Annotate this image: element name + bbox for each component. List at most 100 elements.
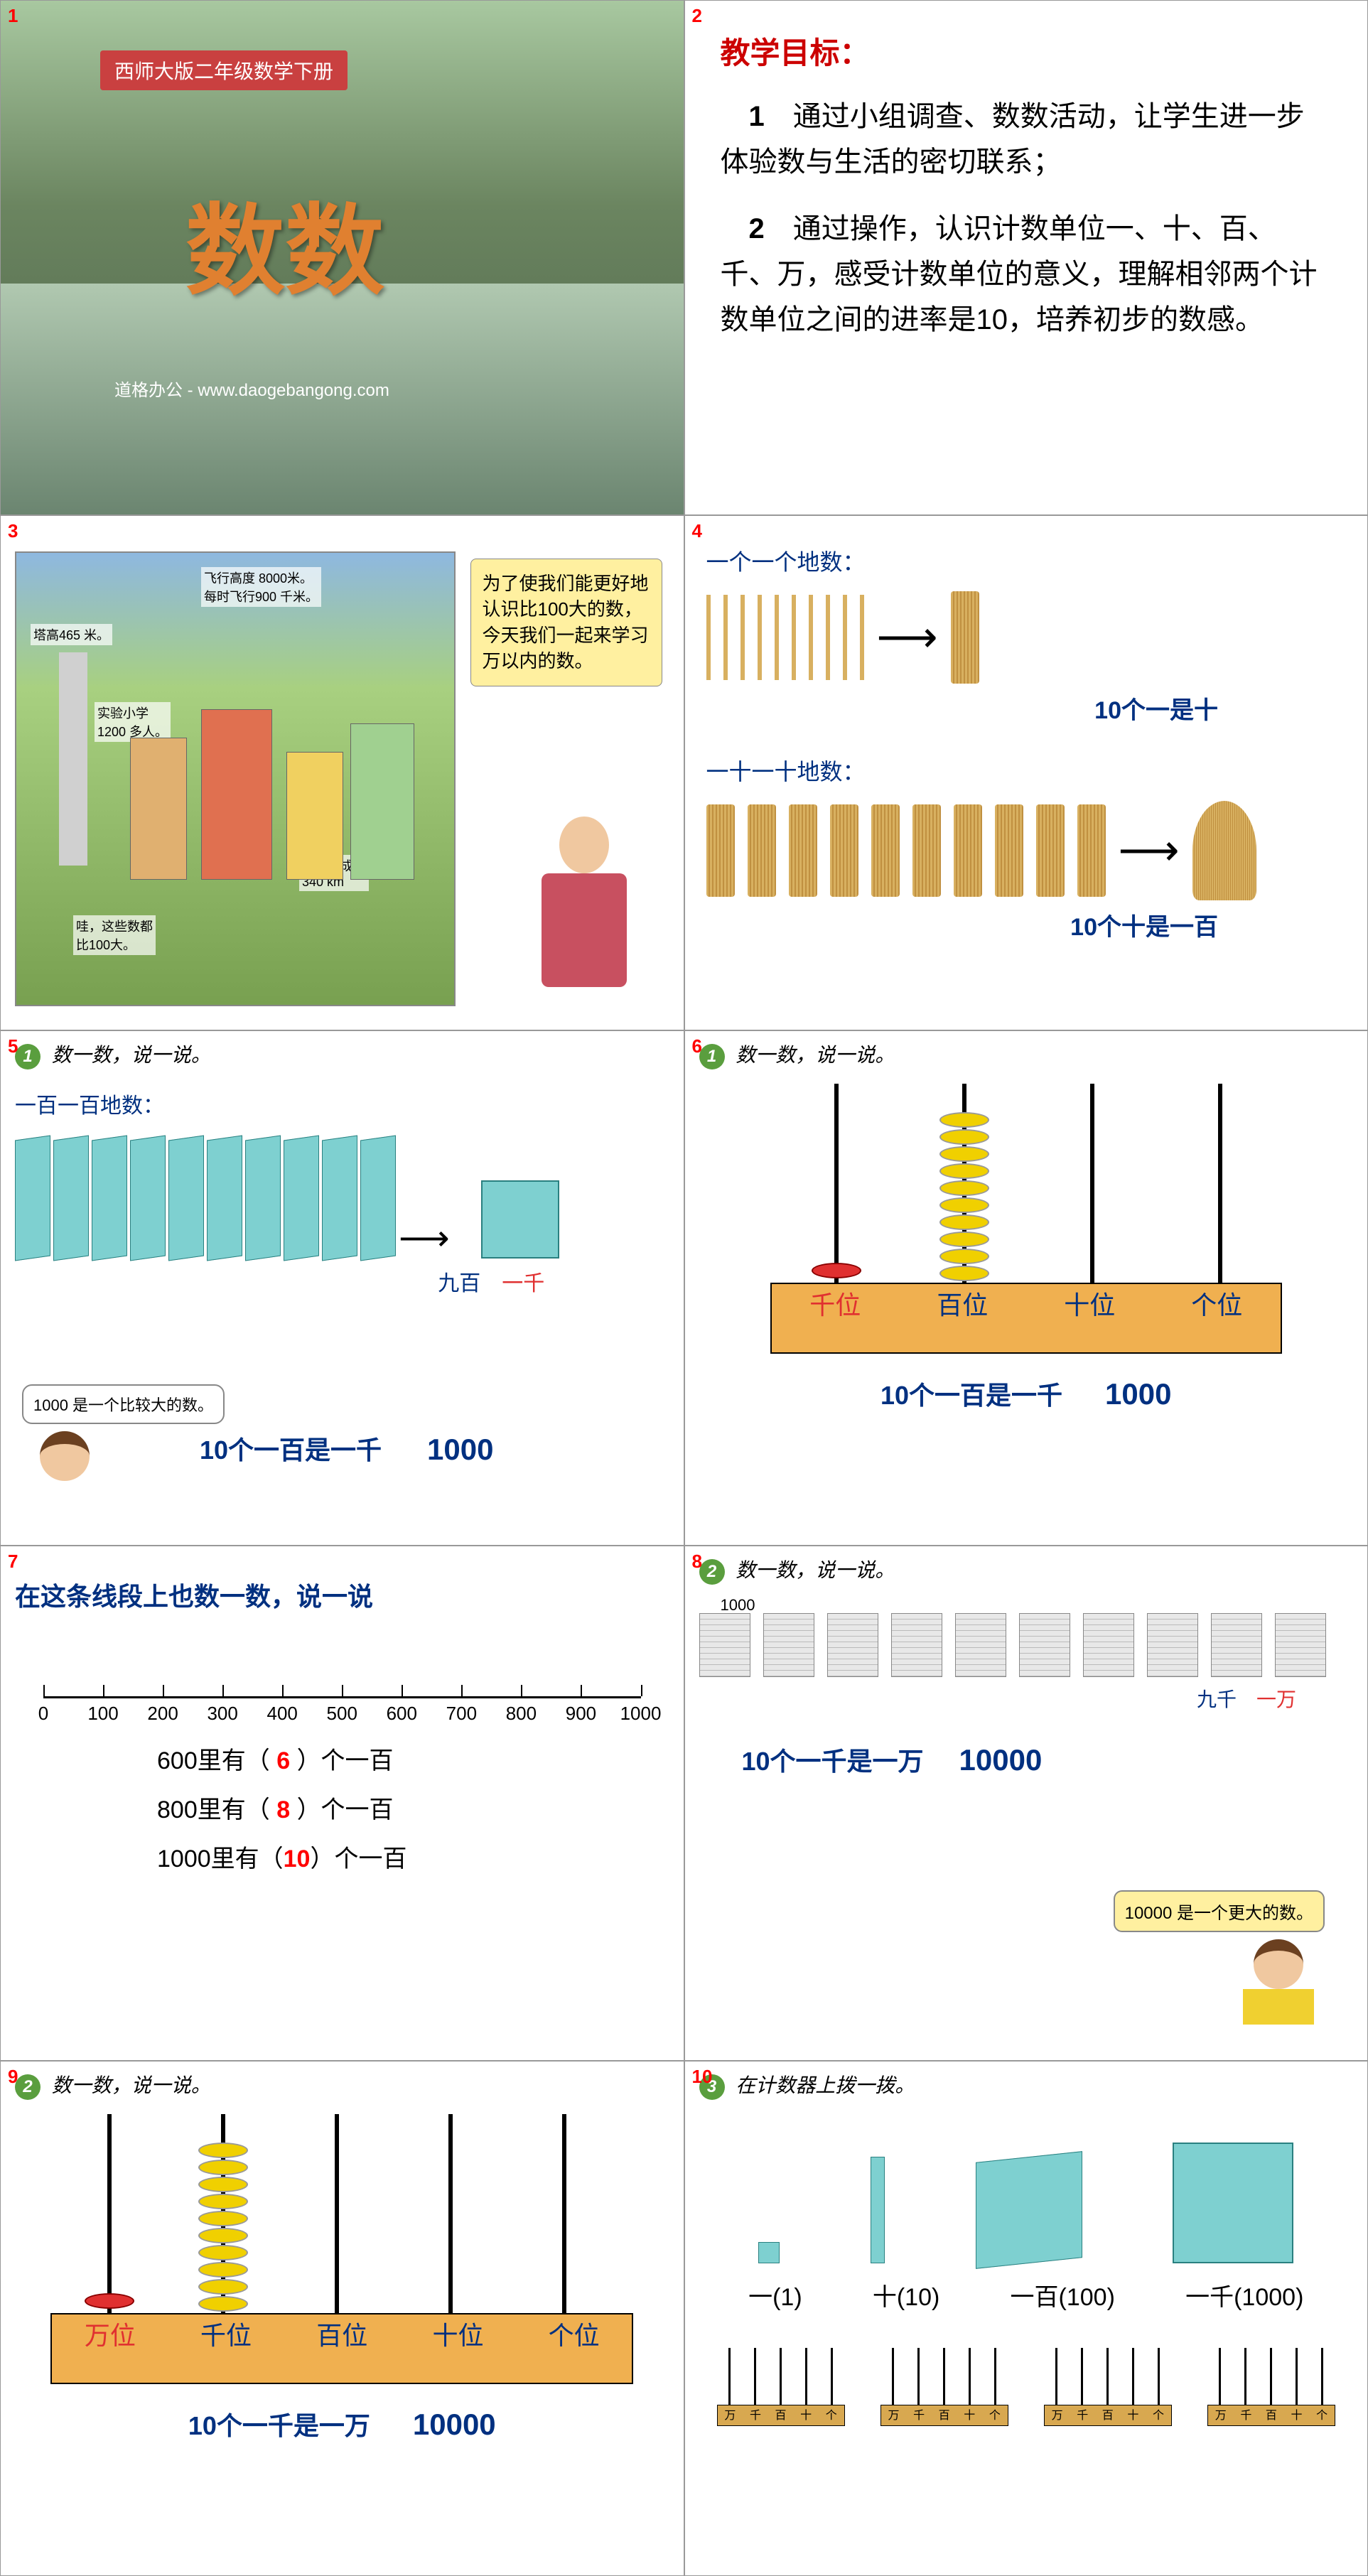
course-banner: 西师大版二年级数学下册	[100, 50, 348, 90]
tower-label: 塔高465 米。	[31, 624, 112, 645]
credit-text: 道格办公 - www.daogebangong.com	[114, 376, 389, 401]
slide-1: 1 西师大版二年级数学下册 数数 道格办公 - www.daogebangong…	[0, 0, 684, 515]
slide-8: 8 2 数一数，说一说。 1000 九千 一万 10个一千是一万10000 10…	[684, 1546, 1368, 2061]
slide-number: 10	[692, 2066, 713, 2088]
slide-7: 7 在这条线段上也数一数，说一说 0 100 200 300 400 500 6…	[0, 1546, 684, 2061]
slide-10: 10 3 在计数器上拨一拨。 一(1) 十(10) 一百(100) 一千(100…	[684, 2061, 1368, 2576]
place-label: 千位	[168, 2314, 284, 2383]
place-label: 十位	[400, 2314, 516, 2383]
stack-labels: 九千 一万	[699, 1684, 1354, 1713]
arrow-icon: ⟶	[1119, 826, 1180, 875]
slide-number: 3	[8, 520, 18, 542]
big-bundle-icon	[1192, 801, 1256, 900]
abacus: 千位 百位 十位 个位	[770, 1084, 1282, 1354]
slide-6: 6 1 数一数，说一说。 千位 百位 十位 个位 10个一百是一千1000	[684, 1030, 1368, 1546]
slide-4: 4 一个一个地数： ⟶ 10个一是十 一十一十地数： ⟶ 10个十是一百	[684, 515, 1368, 1030]
mini-abacus-row: 万千百十个 万千百十个 万千百十个 万千百十个	[699, 2348, 1354, 2426]
place-label: 个位	[516, 2314, 632, 2383]
mini-abacus: 万千百十个	[880, 2348, 1008, 2426]
kid-icon	[1232, 1939, 1325, 2032]
section-title: 1 数一数，说一说。	[15, 1040, 669, 1069]
paper-stacks	[699, 1613, 1354, 1677]
abacus: 万位 千位 百位 十位 个位	[50, 2114, 633, 2384]
badge-icon: 2	[15, 2074, 41, 2100]
result-text: 10个一百是一千1000	[699, 1375, 1354, 1412]
objective-2: 2 通过操作，认识计数单位一、十、百、千、万，感受计数单位的意义，理解相邻两个计…	[721, 206, 1332, 343]
row1-title: 一个一个地数：	[706, 544, 1347, 577]
arrow-icon: ⟶	[877, 613, 938, 662]
mini-abacus: 万千百十个	[1044, 2348, 1172, 2426]
badge-icon: 1	[699, 1044, 725, 1069]
unit-blocks	[713, 2143, 1340, 2263]
badge-icon: 1	[15, 1044, 41, 1069]
result-text: 10个一百是一千	[200, 1430, 382, 1467]
place-label: 万位	[52, 2314, 168, 2383]
question-2: 800里有（ 8 ）个一百	[157, 1790, 669, 1825]
building-icon	[350, 723, 414, 880]
slide-3: 3 塔高465 米。 飞行高度 8000米。 每时飞行900 千米。 实验小学 …	[0, 515, 684, 1030]
place-label: 千位	[772, 1284, 899, 1352]
result-number: 1000	[427, 1433, 493, 1467]
plane-label: 飞行高度 8000米。 每时飞行900 千米。	[201, 567, 321, 607]
section-title: 2 数一数，说一说。	[699, 1555, 1354, 1585]
row2-caption: 10个十是一百	[706, 907, 1347, 942]
slide-5: 5 1 数一数，说一说。 一百一百地数： ⟶ 九百 一千 1000 是一个比较大…	[0, 1030, 684, 1546]
slide-number: 2	[692, 5, 702, 27]
section-title: 2 数一数，说一说。	[15, 2070, 669, 2100]
number-line: 0 100 200 300 400 500 600 700 800 900 10…	[43, 1656, 641, 1698]
speech-bubble: 1000 是一个比较大的数。	[22, 1384, 225, 1424]
slide-number: 4	[692, 520, 702, 542]
subtitle: 一百一百地数：	[15, 1088, 669, 1119]
place-value-bar: 千位 百位 十位 个位	[770, 1283, 1282, 1354]
speech-bubble: 10000 是一个更大的数。	[1114, 1890, 1325, 1932]
result-text: 10个一千是一万10000	[742, 1741, 1354, 1778]
city-illustration: 塔高465 米。 飞行高度 8000米。 每时飞行900 千米。 实验小学 12…	[15, 551, 456, 1006]
section-title: 1 数一数，说一说。	[699, 1040, 1354, 1069]
place-label: 十位	[1026, 1284, 1153, 1352]
bead-yellow-icon	[939, 1112, 989, 1128]
unit-labels: 一(1) 十(10) 一百(100) 一千(1000)	[713, 2278, 1340, 2312]
bead-red-icon	[812, 1263, 861, 1278]
sticks-row-1: ⟶	[706, 591, 1347, 684]
building-icon	[201, 709, 272, 880]
bead-yellow-icon	[198, 2143, 248, 2158]
place-label: 百位	[284, 2314, 400, 2383]
section-title: 3 在计数器上拨一拨。	[699, 2070, 1354, 2100]
place-label: 个位	[1153, 1284, 1281, 1352]
row1-caption: 10个一是十	[706, 691, 1347, 726]
kid-label: 哇，这些数都 比100大。	[73, 915, 156, 955]
mark-1000: 1000	[721, 1596, 755, 1615]
unit-one-icon	[758, 2242, 780, 2263]
bead-red-icon	[85, 2293, 134, 2309]
result-text: 10个一千是一万10000	[15, 2405, 669, 2442]
teacher-icon	[527, 817, 641, 1001]
thousand-cube-icon	[481, 1180, 559, 1259]
question-3: 1000里有（10）个一百	[157, 1839, 669, 1874]
place-label: 百位	[899, 1284, 1026, 1352]
question-1: 600里有（ 6 ）个一百	[157, 1741, 669, 1776]
unit-ten-icon	[871, 2157, 885, 2263]
slide-2: 2 教学目标： 1 通过小组调查、数数活动，让学生进一步体验数与生活的密切联系；…	[684, 0, 1368, 515]
building-icon	[130, 738, 187, 880]
bundle-icon	[951, 591, 979, 684]
slide-number: 6	[692, 1035, 702, 1057]
heading: 在这条线段上也数一数，说一说	[15, 1576, 669, 1613]
slide-number: 7	[8, 1551, 18, 1573]
sticks-row-2: ⟶	[706, 801, 1347, 900]
objectives-heading: 教学目标：	[721, 29, 1332, 72]
objective-1: 1 通过小组调查、数数活动，让学生进一步体验数与生活的密切联系；	[721, 94, 1332, 185]
slide-9: 9 2 数一数，说一说。 万位 千位 百位 十位 个位 10个一千是一万1000…	[0, 2061, 684, 2576]
unit-thousand-icon	[1173, 2143, 1293, 2263]
slide-number: 8	[692, 1551, 702, 1573]
row2-title: 一十一十地数：	[706, 754, 1347, 787]
block-labels: 九百 一千	[15, 1266, 669, 1297]
place-value-bar: 万位 千位 百位 十位 个位	[50, 2313, 633, 2384]
slide-number: 5	[8, 1035, 18, 1057]
main-title: 数数	[185, 171, 384, 315]
hundred-blocks: ⟶	[15, 1138, 669, 1259]
speech-bubble: 为了使我们能更好地认识比100大的数，今天我们一起来学习万以内的数。	[470, 559, 662, 686]
mini-abacus: 万千百十个	[1207, 2348, 1335, 2426]
slide-number: 9	[8, 2066, 18, 2088]
tower-icon	[59, 652, 87, 866]
building-icon	[286, 752, 343, 880]
